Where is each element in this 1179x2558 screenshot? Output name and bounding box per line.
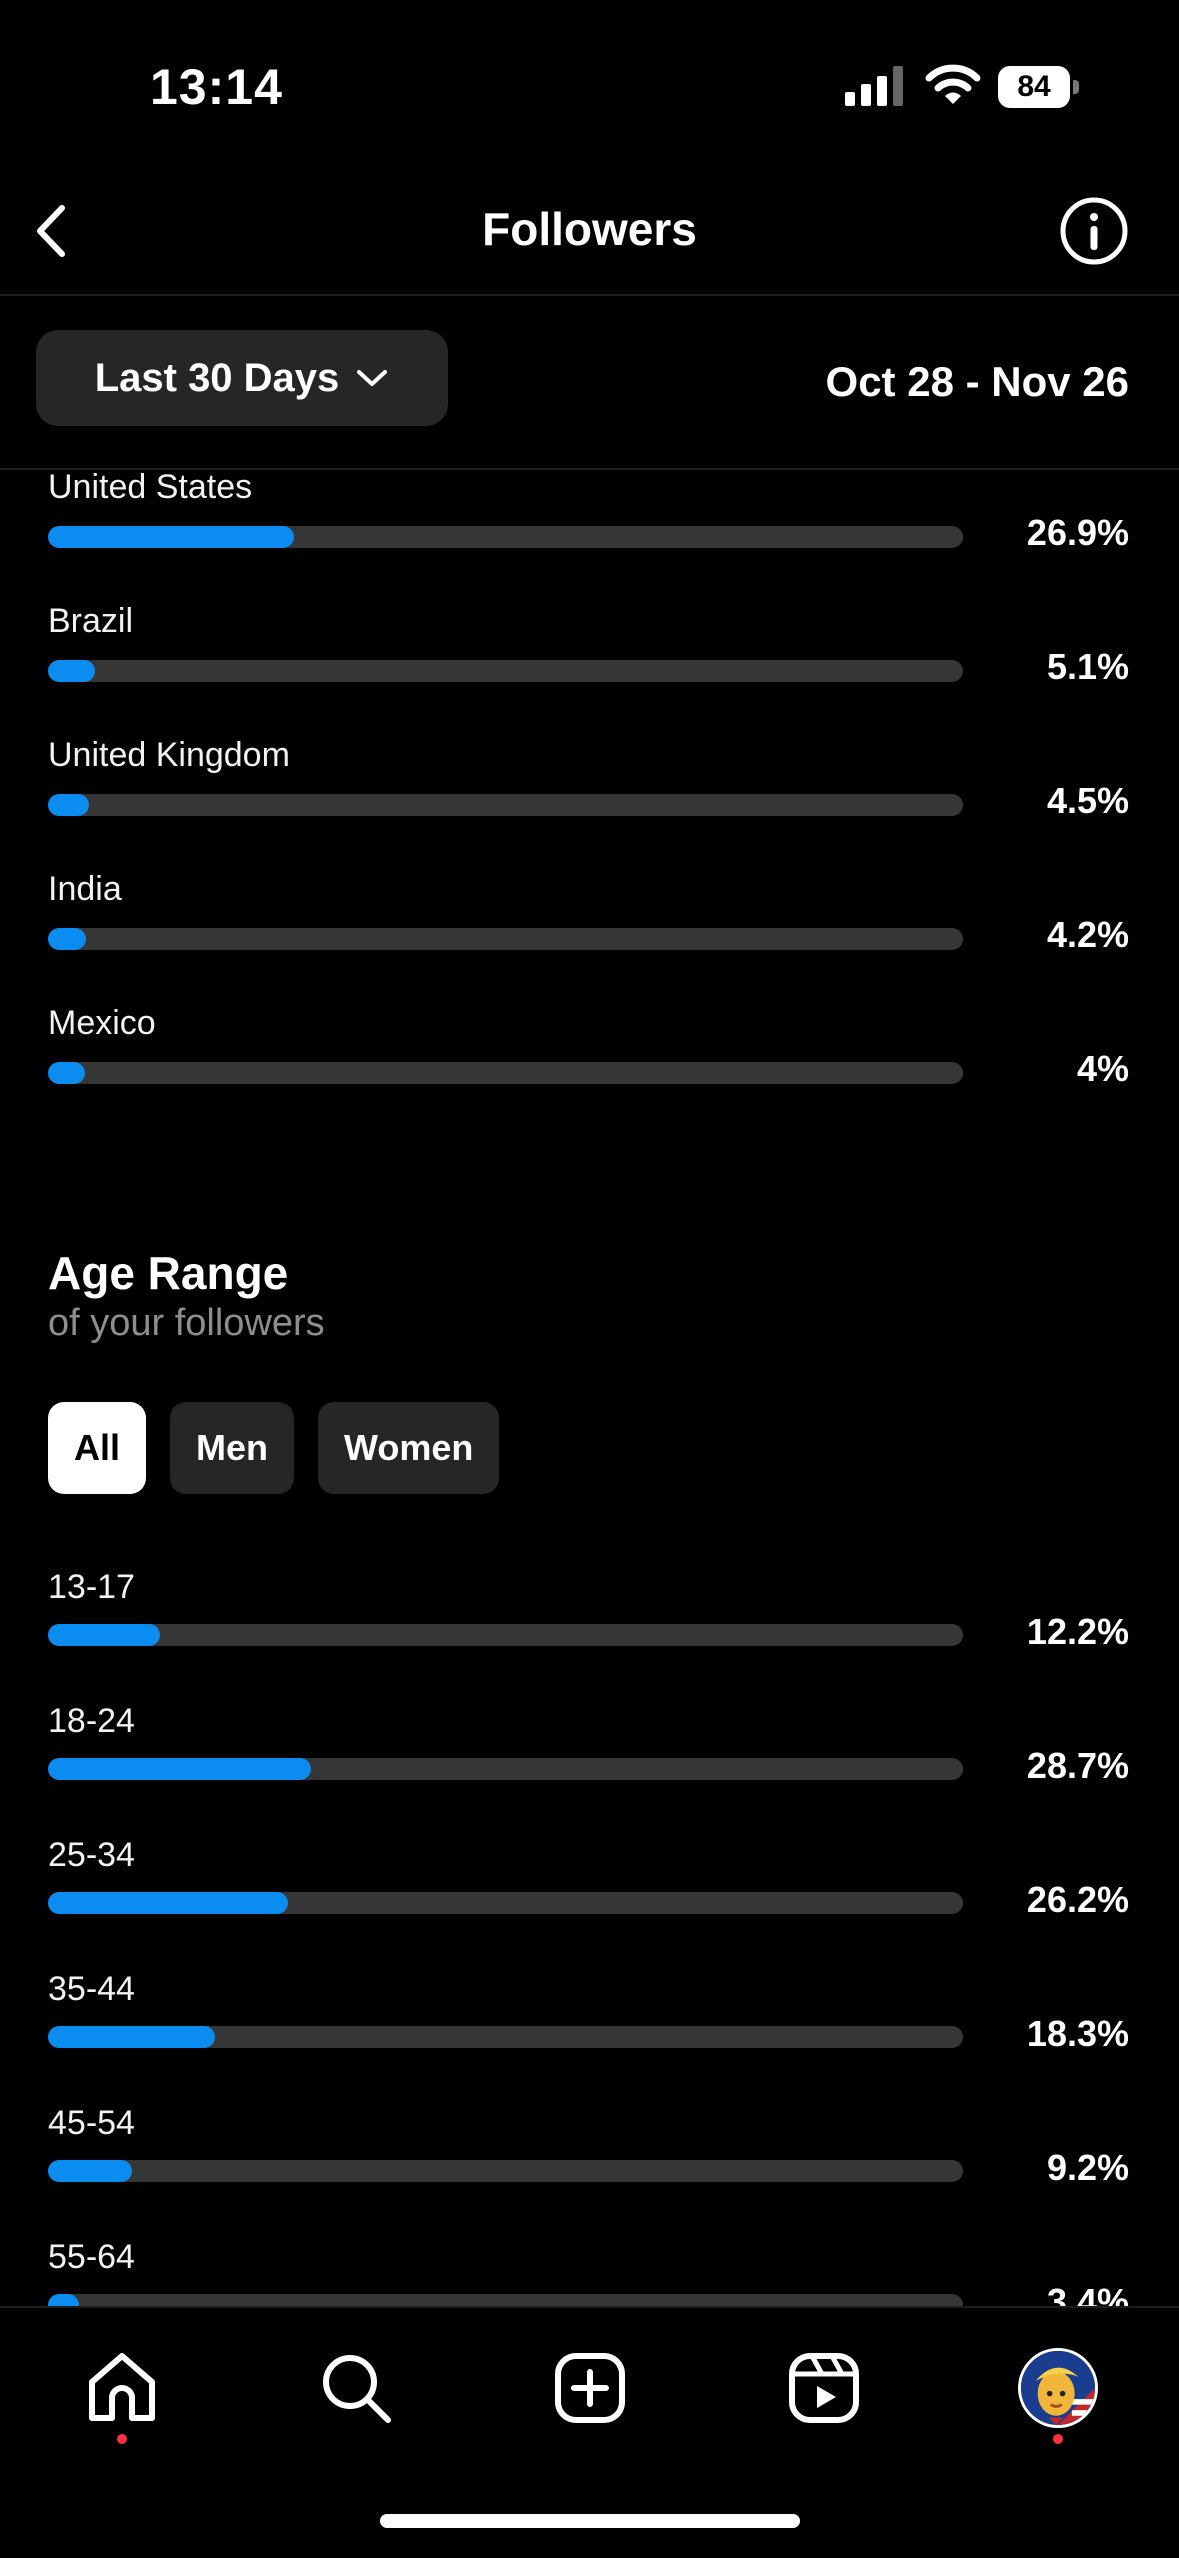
page-title: Followers	[482, 203, 697, 255]
country-percent: 4.2%	[1046, 914, 1129, 955]
battery-level: 84	[998, 66, 1070, 108]
country-label: India	[48, 870, 122, 908]
country-bar-fill	[48, 1062, 85, 1084]
country-bar-fill	[48, 928, 87, 950]
age-bar-track	[48, 1624, 963, 1646]
date-range: Oct 28 - Nov 26	[825, 358, 1129, 405]
age-percent: 26.2%	[1026, 1879, 1129, 1920]
country-percent: 26.9%	[1026, 512, 1129, 553]
country-bar-fill	[48, 526, 295, 548]
home-notification-dot	[117, 2434, 127, 2444]
nav-header: Followers	[0, 170, 1179, 296]
age-label: 25-34	[48, 1836, 135, 1874]
avatar-image	[1021, 2351, 1095, 2425]
status-time: 13:14	[150, 59, 283, 115]
country-bar-track	[48, 660, 963, 682]
info-icon[interactable]	[1058, 195, 1130, 267]
bottom-tab-bar	[0, 2306, 1179, 2558]
country-percent: 5.1%	[1046, 646, 1129, 687]
age-bar-fill	[48, 1892, 288, 1914]
age-percent: 18.3%	[1026, 2013, 1129, 2054]
wifi-icon	[925, 64, 981, 104]
reels-icon	[789, 2353, 859, 2423]
status-bar: 13:14 84	[0, 0, 1179, 170]
age-bar-track	[48, 2160, 963, 2182]
country-bar-track	[48, 928, 963, 950]
period-dropdown[interactable]: Last 30 Days	[36, 330, 448, 426]
age-label: 45-54	[48, 2104, 135, 2142]
age-bar-fill	[48, 2026, 216, 2048]
age-percent: 12.2%	[1026, 1611, 1129, 1652]
back-icon[interactable]	[20, 196, 90, 266]
country-bar-track	[48, 526, 963, 548]
age-percent: 28.7%	[1026, 1745, 1129, 1786]
profile-notification-dot	[1053, 2434, 1063, 2444]
chevron-down-icon	[357, 370, 388, 386]
profile-avatar[interactable]	[1018, 2348, 1098, 2428]
segment-men[interactable]: Men	[170, 1402, 295, 1494]
create-icon	[555, 2353, 625, 2423]
home-indicator	[380, 2514, 800, 2528]
search-tab[interactable]	[316, 2348, 396, 2428]
age-bar-track	[48, 2026, 963, 2048]
age-bar-track	[48, 1758, 963, 1780]
age-label: 18-24	[48, 1702, 135, 1740]
content-scroll[interactable]: United States 26.9% Brazil 5.1% United K…	[0, 470, 1179, 2306]
age-range-subtitle: of your followers	[48, 1302, 325, 1344]
reels-tab[interactable]	[784, 2348, 864, 2428]
country-label: United States	[48, 470, 253, 506]
age-bar-track	[48, 1892, 963, 1914]
country-bar-track	[48, 1062, 963, 1084]
age-label: 35-44	[48, 1970, 135, 2008]
age-percent: 9.2%	[1046, 2147, 1129, 2188]
cellular-signal-icon	[845, 66, 903, 106]
search-icon	[323, 2355, 391, 2423]
country-label: United Kingdom	[48, 736, 290, 774]
country-bar-track	[48, 794, 963, 816]
country-bar-fill	[48, 794, 90, 816]
country-bar-fill	[48, 660, 95, 682]
age-percent: 3.4%	[1046, 2281, 1129, 2306]
segment-women[interactable]: Women	[318, 1402, 500, 1494]
age-label: 55-64	[48, 2238, 135, 2276]
country-percent: 4.5%	[1046, 780, 1129, 821]
age-bar-fill	[48, 1758, 311, 1780]
home-tab[interactable]	[82, 2348, 162, 2428]
age-bar-fill	[48, 1624, 160, 1646]
age-range-title: Age Range	[48, 1247, 289, 1299]
battery-icon: 84	[998, 66, 1080, 108]
country-percent: 4%	[1076, 1048, 1129, 1089]
age-label: 13-17	[48, 1568, 135, 1606]
gender-segment-control: All Men Women	[48, 1402, 500, 1494]
age-bar-fill	[48, 2160, 133, 2182]
filter-row: Last 30 Days Oct 28 - Nov 26	[0, 296, 1179, 470]
segment-all[interactable]: All	[48, 1402, 147, 1494]
create-tab[interactable]	[550, 2348, 630, 2428]
age-bar-fill	[48, 2294, 80, 2306]
period-label: Last 30 Days	[94, 355, 340, 400]
country-label: Brazil	[48, 602, 134, 640]
country-label: Mexico	[48, 1004, 156, 1042]
age-bar-track	[48, 2294, 963, 2306]
home-icon	[89, 2353, 155, 2421]
